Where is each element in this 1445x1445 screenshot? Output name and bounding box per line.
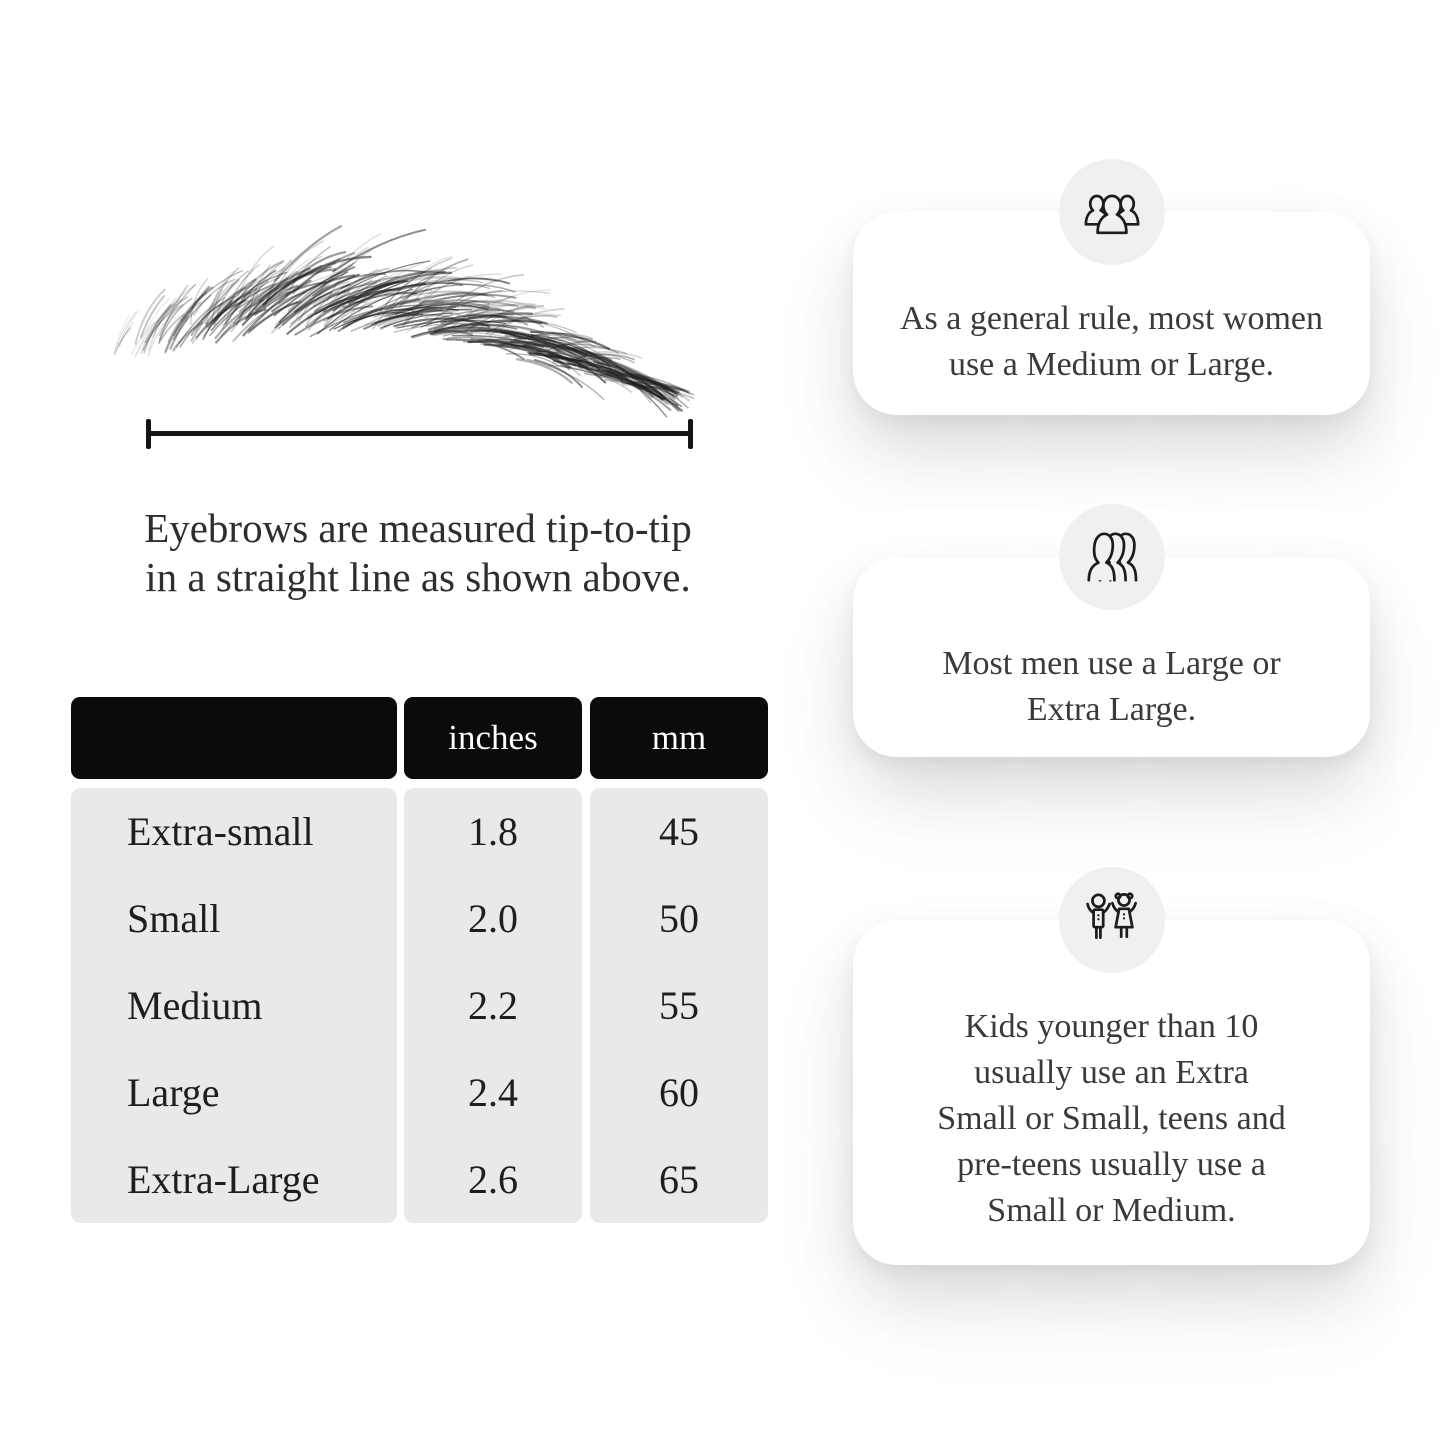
size-table-label-column: Extra-small Small Medium Large Extra-Lar… — [71, 788, 397, 1223]
mm-value: 55 — [659, 983, 699, 1028]
size-table-mm-column: 45 50 55 60 65 — [590, 788, 768, 1223]
inches-value: 2.0 — [468, 896, 518, 941]
size-table-header-inches: inches — [404, 697, 582, 779]
mm-value: 65 — [659, 1157, 699, 1202]
size-label: Extra-small — [127, 809, 314, 854]
card-text: Most men use a Large or Extra Large. — [942, 645, 1281, 728]
icon-circle — [1058, 867, 1165, 973]
mm-value: 45 — [659, 809, 699, 854]
size-table-header-blank — [71, 697, 397, 779]
mm-value: 50 — [659, 896, 699, 941]
size-label: Small — [127, 896, 221, 941]
mm-value: 60 — [659, 1070, 699, 1115]
measurement-line-right-tick — [688, 419, 693, 449]
size-table-header-mm: mm — [590, 697, 768, 779]
inches-value: 2.6 — [468, 1157, 518, 1202]
measurement-caption: Eyebrows are measured tip-to-tip in a st… — [144, 505, 692, 600]
info-card-men: Most men use a Large or Extra Large. — [853, 504, 1370, 757]
icon-circle — [1058, 159, 1165, 265]
size-label: Medium — [127, 983, 263, 1028]
inches-value: 2.4 — [468, 1070, 518, 1115]
children-icon — [1085, 892, 1137, 939]
measurement-line — [146, 419, 693, 449]
icon-circle — [1058, 504, 1165, 610]
men-group-icon — [1086, 532, 1137, 582]
card-text: As a general rule, most women use a Medi… — [900, 300, 1323, 383]
size-label: Large — [127, 1070, 220, 1115]
size-label: Extra-Large — [127, 1157, 320, 1202]
inches-value: 1.8 — [468, 809, 518, 854]
info-card-women: As a general rule, most women use a Medi… — [853, 159, 1370, 415]
info-card-children: Kids younger than 10 usually use an Extr… — [853, 867, 1370, 1265]
inches-value: 2.2 — [468, 983, 518, 1028]
card-text: Kids younger than 10 usually use an Extr… — [937, 1008, 1286, 1229]
women-group-icon — [1084, 194, 1139, 235]
size-table-inches-column: 1.8 2.0 2.2 2.4 2.6 — [404, 788, 582, 1223]
measurement-line-bar — [148, 431, 691, 436]
eyebrow-illustration — [113, 225, 695, 418]
